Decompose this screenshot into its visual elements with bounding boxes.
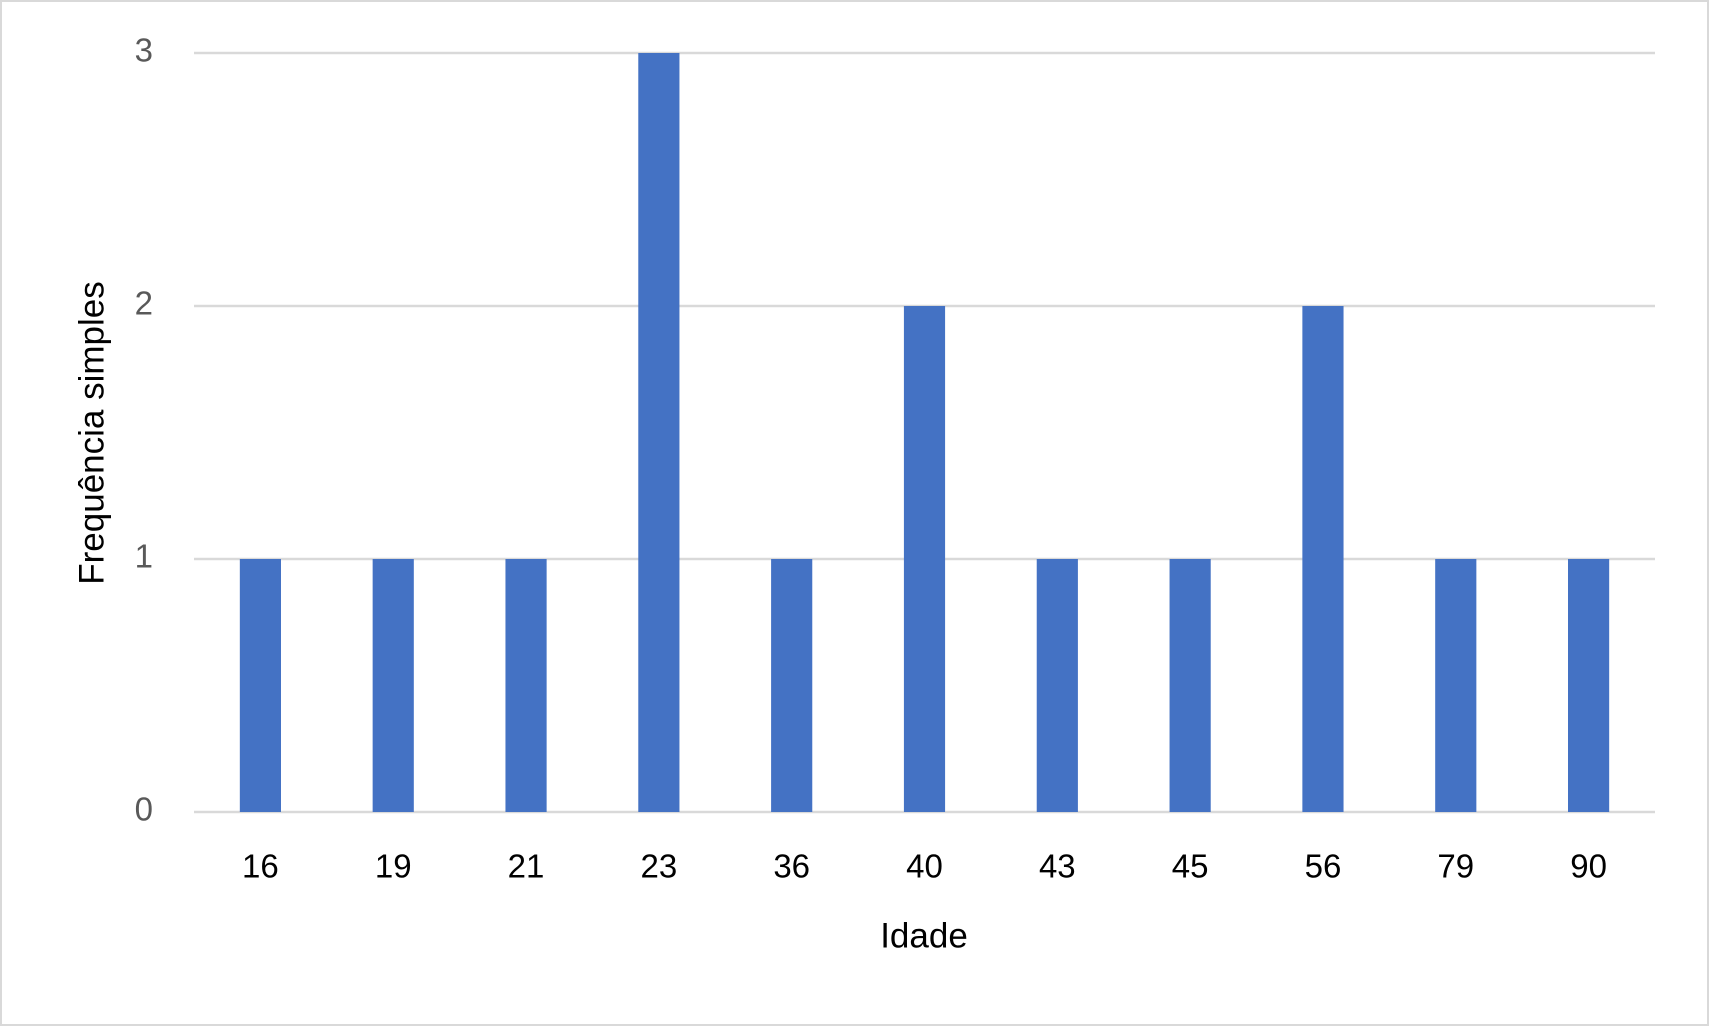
x-tick-label: 36 [773, 848, 810, 885]
bar [1435, 559, 1477, 812]
x-tick-label: 21 [508, 848, 545, 885]
bar [903, 306, 946, 812]
x-tick-label: 79 [1437, 848, 1474, 885]
x-tick-label: 23 [641, 848, 678, 885]
x-axis-title: Idade [880, 916, 968, 955]
bar [1302, 306, 1344, 812]
y-tick-label: 2 [135, 285, 153, 322]
x-tick-label: 56 [1305, 848, 1342, 885]
x-tick-label: 43 [1039, 848, 1076, 885]
x-tick-label: 19 [375, 848, 412, 885]
bar [505, 559, 547, 812]
x-tick-label: 16 [242, 848, 279, 885]
x-tick-label: 45 [1172, 848, 1209, 885]
y-axis-title: Frequência simples [72, 281, 111, 584]
x-tick-label: 90 [1570, 848, 1607, 885]
y-tick-label: 1 [135, 538, 153, 575]
bar [1169, 559, 1211, 812]
bar [372, 559, 414, 812]
bar [1568, 559, 1610, 812]
y-tick-label: 0 [135, 791, 153, 828]
x-tick-label: 40 [906, 848, 943, 885]
bar [239, 559, 281, 812]
bar [638, 53, 680, 812]
y-tick-label: 3 [135, 32, 153, 69]
bar [1036, 559, 1078, 812]
bar [771, 559, 813, 812]
